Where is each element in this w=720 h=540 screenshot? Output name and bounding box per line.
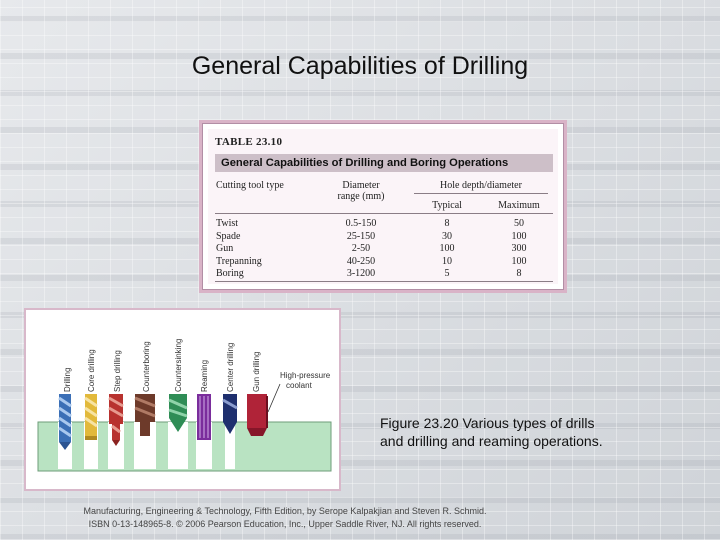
figure-caption-line1: Figure 23.20 Various types of drills <box>380 415 595 431</box>
label-coolant-2: coolant <box>286 381 313 390</box>
cell-diameter: 40-250 <box>346 255 376 267</box>
center-drill-icon <box>222 394 238 434</box>
cell-tool: Boring <box>216 268 244 279</box>
slide-title: General Capabilities of Drilling <box>191 52 529 80</box>
label-countersinking: Countersinking <box>174 339 183 392</box>
footer-line1: Manufacturing, Engineering & Technology,… <box>83 506 487 516</box>
gun-drill-icon <box>247 383 281 436</box>
countersink-icon <box>168 394 188 432</box>
cell-typical: 30 <box>442 230 452 242</box>
drill-figure-panel: Drilling Core drilling Step drilling Cou… <box>24 308 341 491</box>
label-reaming: Reaming <box>200 360 209 392</box>
cell-tool: Spade <box>216 230 241 242</box>
cell-typical: 5 <box>444 268 450 279</box>
label-counterboring: Counterboring <box>142 341 151 392</box>
table-inner: TABLE 23.10 General Capabilities of Dril… <box>208 129 558 284</box>
label-center-drilling: Center drilling <box>226 343 235 392</box>
cell-diameter: 2-50 <box>351 243 371 254</box>
cell-maximum: 100 <box>511 255 527 267</box>
table-panel: TABLE 23.10 General Capabilities of Dril… <box>199 120 567 293</box>
table-label: TABLE 23.10 <box>215 136 283 148</box>
label-step-drilling: Step drilling <box>113 350 122 392</box>
footer-credit: Manufacturing, Engineering & Technology,… <box>0 505 570 531</box>
table-caption: General Capabilities of Drilling and Bor… <box>215 154 553 172</box>
cell-tool: Trepanning <box>216 255 262 267</box>
cell-typical: 8 <box>444 218 450 229</box>
header-subrule <box>414 193 548 194</box>
core-drill-icon <box>84 394 98 440</box>
header-tool: Cutting tool type <box>216 180 284 191</box>
cell-maximum: 8 <box>516 268 522 279</box>
figure-caption-line2: and drilling and reaming operations. <box>380 433 603 449</box>
label-gun-drilling: Gun drilling <box>252 352 261 392</box>
cell-maximum: 100 <box>511 230 527 242</box>
twist-drill-icon <box>58 394 72 450</box>
figure-caption: Figure 23.20 Various types of drills and… <box>380 414 680 450</box>
header-rule <box>215 213 553 214</box>
cell-maximum: 50 <box>514 218 524 229</box>
header-diameter-1: Diameter <box>342 180 380 191</box>
drill-figure: Drilling Core drilling Step drilling Cou… <box>37 339 332 472</box>
label-coolant-1: High-pressure <box>280 371 331 380</box>
header-diameter-2: range (mm) <box>337 191 385 202</box>
footer-line2: ISBN 0-13-148965-8. © 2006 Pearson Educa… <box>88 519 482 529</box>
cell-tool: Gun <box>216 243 234 254</box>
header-maximum: Maximum <box>498 200 540 211</box>
hole-center-drilling <box>225 422 235 469</box>
step-drill-icon <box>108 394 124 446</box>
header-typical: Typical <box>432 200 462 211</box>
cell-typical: 100 <box>439 243 455 254</box>
label-core-drilling: Core drilling <box>87 349 96 392</box>
counterbore-icon <box>134 394 156 436</box>
cell-diameter: 25-150 <box>346 230 376 242</box>
label-drilling: Drilling <box>63 368 72 392</box>
cell-diameter: 0.5-150 <box>345 218 377 229</box>
table-bottom-rule <box>215 281 553 282</box>
cell-tool: Twist <box>216 218 239 229</box>
coolant-leader <box>267 383 281 413</box>
cell-typical: 10 <box>442 255 452 267</box>
cell-diameter: 3-1200 <box>346 268 376 279</box>
header-hole-depth: Hole depth/diameter <box>440 180 522 191</box>
hole-counterboring <box>134 422 156 469</box>
hole-countersinking <box>168 422 188 469</box>
cell-maximum: 300 <box>511 243 527 254</box>
reamer-icon <box>197 394 211 440</box>
